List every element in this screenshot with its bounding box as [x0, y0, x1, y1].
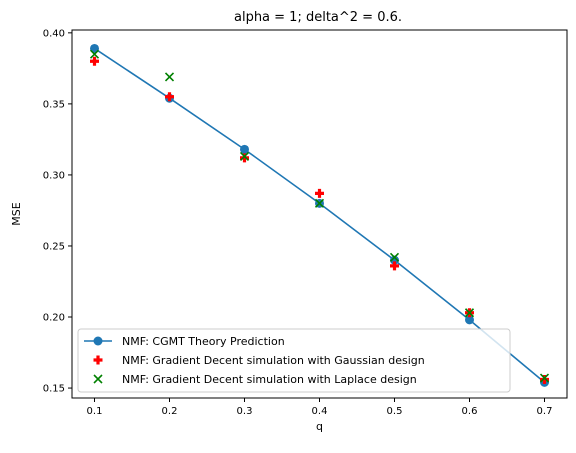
- x-tick-label: 0.5: [387, 406, 403, 417]
- series-layer: [89, 43, 550, 387]
- y-tick-label: 0.30: [43, 170, 65, 181]
- y-tick-label: 0.40: [43, 28, 65, 39]
- series-3-point: [164, 72, 175, 82]
- chart-title: alpha = 1; delta^2 = 0.6.: [234, 10, 402, 25]
- series-3-point: [239, 151, 250, 162]
- legend-label: NMF: Gradient Decent simulation with Lap…: [122, 373, 417, 386]
- series-1-point: [390, 255, 399, 265]
- x-tick-label: 0.6: [462, 406, 478, 417]
- series-2-point: [540, 375, 549, 385]
- legend: NMF: CGMT Theory Prediction NMF: Gradient…: [77, 328, 511, 393]
- series-3: [89, 49, 550, 383]
- y-tick-label: 0.15: [43, 384, 65, 395]
- y-tick-label: 0.35: [43, 99, 65, 110]
- legend-entry: NMF: CGMT Theory Prediction: [84, 335, 285, 348]
- x-tick-label: 0.2: [162, 406, 178, 417]
- ticks: 0.1 0.2 0.3 0.4 0.5 0.6 0.7 0.15 0.20 0.25 0.30 0.3…: [43, 28, 553, 417]
- series-3-point: [389, 252, 400, 262]
- legend-label: NMF: CGMT Theory Prediction: [122, 335, 285, 348]
- series-2-point: [90, 56, 99, 66]
- series-2-point: [240, 153, 249, 163]
- x-tick-label: 0.7: [537, 406, 553, 417]
- series-3-point: [89, 49, 100, 59]
- series-1-point: [240, 144, 249, 154]
- legend-box: [77, 328, 511, 393]
- legend-entry: NMF: Gradient Decent simulation with Gau…: [93, 354, 425, 367]
- series-1-point: [90, 43, 99, 53]
- x-tick-label: 0.1: [87, 406, 103, 417]
- legend-marker-swatch: [93, 336, 103, 346]
- series-1-point: [465, 315, 474, 325]
- series-2-point: [165, 92, 174, 102]
- legend-marker-swatch: [93, 374, 103, 384]
- legend-entry: NMF: Gradient Decent simulation with Lap…: [93, 373, 417, 386]
- legend-entries: NMF: CGMT Theory Prediction NMF: Gradient…: [84, 335, 425, 386]
- y-axis-label: MSE: [10, 202, 23, 225]
- y-tick-label: 0.25: [43, 241, 65, 252]
- x-tick-label: 0.4: [312, 406, 328, 417]
- x-axis-label: q: [316, 420, 323, 433]
- legend-label: NMF: Gradient Decent simulation with Gau…: [122, 354, 425, 367]
- series-2: [90, 56, 549, 385]
- y-tick-label: 0.20: [43, 313, 65, 324]
- series-2-point: [390, 261, 399, 271]
- series-2-point: [315, 188, 324, 198]
- series-3-point: [539, 373, 550, 383]
- x-tick-label: 0.3: [237, 406, 253, 417]
- series-3-point: [314, 198, 325, 208]
- legend-marker-swatch: [93, 355, 103, 365]
- series-3-point: [464, 308, 475, 318]
